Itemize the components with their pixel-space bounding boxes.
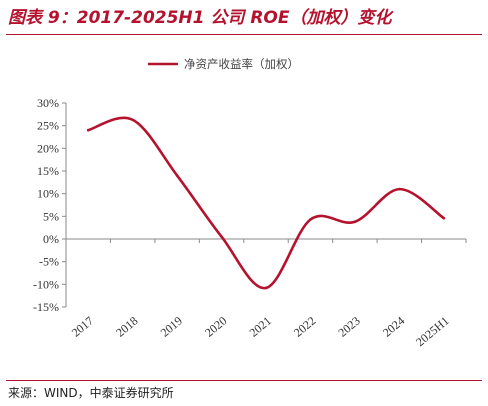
title-divider — [6, 34, 482, 35]
x-tick-label: 2018 — [113, 314, 140, 340]
series-line — [86, 116, 446, 290]
x-tick-label: 2022 — [291, 314, 318, 340]
y-tick-label: -5% — [39, 255, 59, 269]
legend: 净资产收益率（加权） — [148, 57, 299, 71]
data-point — [264, 286, 268, 290]
x-tick-label: 2024 — [380, 314, 407, 340]
x-axis: 2017 2018 2019 2020 2021 2022 2023 2024 2025H1 — [65, 238, 467, 350]
y-tick-label: 25% — [37, 119, 59, 133]
x-tick-label: 2017 — [69, 314, 96, 340]
data-point — [86, 128, 90, 132]
y-tick-label: 30% — [37, 96, 59, 110]
y-tick-label: 20% — [37, 141, 59, 155]
page-title: 图表 9：2017-2025H1 公司 ROE（加权）变化 — [8, 8, 392, 28]
y-tick-label: -15% — [33, 300, 59, 314]
data-point — [175, 174, 179, 177]
y-tick-label: 15% — [37, 164, 59, 178]
y-tick-label: 10% — [37, 187, 59, 201]
roe-line-chart: 净资产收益率（加权） 30% 25% 20% 15% 10% 5% 0% -5% -10% -15… — [33, 57, 467, 350]
data-point — [131, 118, 134, 122]
legend-label: 净资产收益率（加权） — [184, 57, 299, 71]
x-tick-label: 2025H1 — [413, 314, 452, 350]
x-tick-label: 2019 — [158, 314, 185, 340]
data-point — [353, 220, 357, 224]
y-axis: 30% 25% 20% 15% 10% 5% 0% -5% -10% -15% — [33, 96, 67, 314]
x-tick-label: 2023 — [335, 314, 362, 340]
y-tick-label: 5% — [43, 209, 59, 223]
data-point — [442, 216, 446, 220]
x-tick-label: 2021 — [247, 314, 274, 340]
data-point — [398, 187, 401, 191]
footer-divider — [6, 380, 482, 381]
y-tick-label: 0% — [43, 232, 59, 246]
y-tick-label: -10% — [33, 277, 59, 291]
data-point — [309, 218, 312, 221]
data-point — [220, 235, 223, 239]
x-tick-label: 2020 — [202, 314, 229, 340]
series-group — [86, 116, 446, 290]
source-note: 来源：WIND，中泰证券研究所 — [8, 386, 174, 400]
